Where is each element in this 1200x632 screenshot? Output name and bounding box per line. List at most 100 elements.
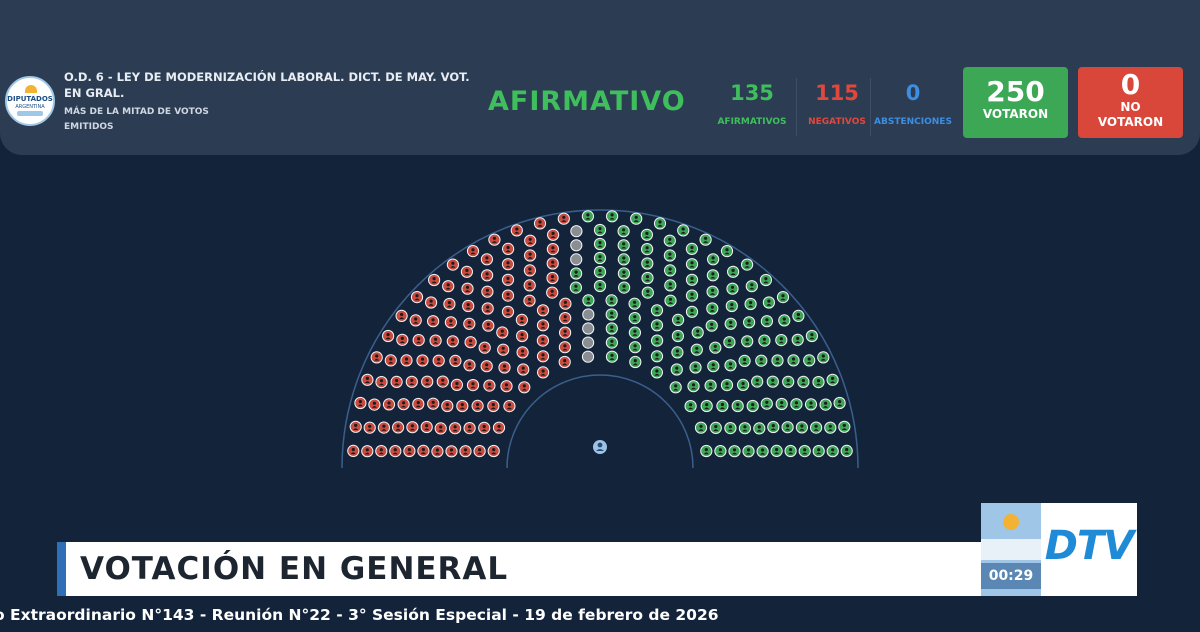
seat-afirmativo — [810, 421, 823, 434]
seat-afirmativo — [691, 326, 704, 339]
seat-afirmativo — [791, 333, 804, 346]
tally-abstenciones-value: 0 — [905, 81, 921, 105]
seat-negativo — [487, 399, 500, 413]
seat-negativo — [518, 381, 531, 394]
tally-abstenciones: 0 ABSTENCIONES — [868, 80, 958, 127]
seat-ausente — [570, 253, 583, 266]
channel-logo: DTV — [1041, 503, 1137, 596]
seat-afirmativo — [685, 242, 698, 256]
no-votaron-label-1: NO — [1120, 100, 1141, 114]
seat-afirmativo — [593, 223, 607, 237]
seat-afirmativo — [684, 400, 697, 413]
seat-afirmativo — [605, 308, 618, 321]
seat-negativo — [463, 359, 476, 372]
seat-negativo — [501, 289, 515, 302]
seat-afirmativo — [685, 273, 699, 286]
seat-negativo — [466, 245, 480, 258]
seat-negativo — [456, 399, 469, 413]
divider — [870, 78, 871, 136]
seat-afirmativo — [759, 273, 772, 287]
seat-negativo — [523, 279, 536, 292]
seat-afirmativo — [738, 354, 751, 367]
seat-afirmativo — [826, 445, 839, 458]
seat-negativo — [536, 304, 550, 317]
seat-afirmativo — [812, 445, 825, 458]
seat-negativo — [500, 380, 513, 393]
seat-afirmativo — [805, 329, 818, 343]
seat-afirmativo — [723, 336, 736, 349]
seats-group — [347, 210, 853, 458]
clock-box: 00:29 — [981, 503, 1041, 596]
seat-negativo — [403, 444, 416, 458]
seat-afirmativo — [628, 312, 641, 325]
seat-afirmativo — [781, 421, 794, 434]
seat-negativo — [481, 302, 494, 315]
seat-afirmativo — [617, 253, 630, 266]
hemicycle-outline — [341, 209, 859, 469]
seat-afirmativo — [687, 380, 700, 393]
seat-negativo — [442, 280, 455, 293]
seat-negativo — [536, 334, 549, 347]
seat-afirmativo — [771, 354, 784, 367]
seat-negativo — [420, 420, 433, 434]
seat-negativo — [559, 297, 572, 310]
seat-negativo — [416, 354, 429, 367]
seat-negativo — [460, 265, 473, 278]
seat-negativo — [377, 421, 391, 434]
seat-negativo — [536, 350, 550, 363]
seat-afirmativo — [663, 249, 676, 262]
sun-icon — [1003, 514, 1019, 530]
seat-negativo — [497, 343, 510, 356]
seat-negativo — [517, 363, 530, 376]
seat-negativo — [368, 398, 381, 411]
seat-negativo — [546, 286, 559, 299]
seat-afirmativo — [787, 354, 800, 367]
seat-negativo — [471, 399, 484, 412]
seat-afirmativo — [755, 354, 768, 367]
seat-afirmativo — [798, 445, 811, 458]
vote-result: AFIRMATIVO — [488, 86, 686, 117]
tally-afirmativos: 135 AFIRMATIVOS — [707, 80, 797, 127]
seat-afirmativo — [671, 346, 684, 359]
seat-afirmativo — [707, 253, 720, 266]
votaron-value: 250 — [986, 75, 1045, 108]
seat-afirmativo — [593, 265, 607, 279]
seat-negativo — [523, 294, 536, 307]
seat-afirmativo — [720, 245, 734, 258]
seat-negativo — [463, 317, 476, 330]
seat-negativo — [389, 445, 402, 458]
seat-afirmativo — [663, 234, 676, 247]
seat-negativo — [412, 334, 425, 347]
seat-afirmativo — [685, 258, 699, 271]
lower-third-title-text: VOTACIÓN EN GENERAL — [80, 551, 509, 587]
seat-negativo — [524, 234, 537, 247]
hemicycle-inner-outline — [506, 374, 694, 469]
seat-afirmativo — [641, 271, 654, 285]
seat-afirmativo — [653, 217, 667, 230]
presidency-seat-icon — [593, 440, 607, 454]
tally-abstenciones-label: ABSTENCIONES — [874, 117, 952, 127]
seat-afirmativo — [751, 375, 764, 388]
seat-negativo — [347, 444, 360, 457]
seat-afirmativo — [776, 291, 790, 304]
seat-afirmativo — [705, 319, 718, 332]
seat-afirmativo — [628, 297, 641, 310]
seat-afirmativo — [753, 422, 766, 435]
no-votaron-box: 0 NO VOTARON — [1078, 67, 1183, 138]
ticker-text: o Extraordinario N°143 - Reunión N°22 - … — [0, 606, 719, 624]
seat-negativo — [370, 351, 383, 364]
seat-afirmativo — [784, 444, 797, 458]
seat-afirmativo — [725, 299, 738, 313]
seat-afirmativo — [758, 334, 771, 347]
seat-negativo — [496, 326, 509, 339]
seat-afirmativo — [650, 350, 664, 363]
seat-afirmativo — [824, 421, 837, 434]
seat-afirmativo — [694, 421, 708, 434]
seat-afirmativo — [746, 399, 759, 413]
seat-negativo — [473, 445, 486, 458]
seat-afirmativo — [677, 224, 690, 237]
seat-afirmativo — [782, 375, 795, 388]
seat-negativo — [445, 445, 458, 458]
seat-afirmativo — [716, 399, 729, 412]
seat-afirmativo — [792, 309, 805, 322]
